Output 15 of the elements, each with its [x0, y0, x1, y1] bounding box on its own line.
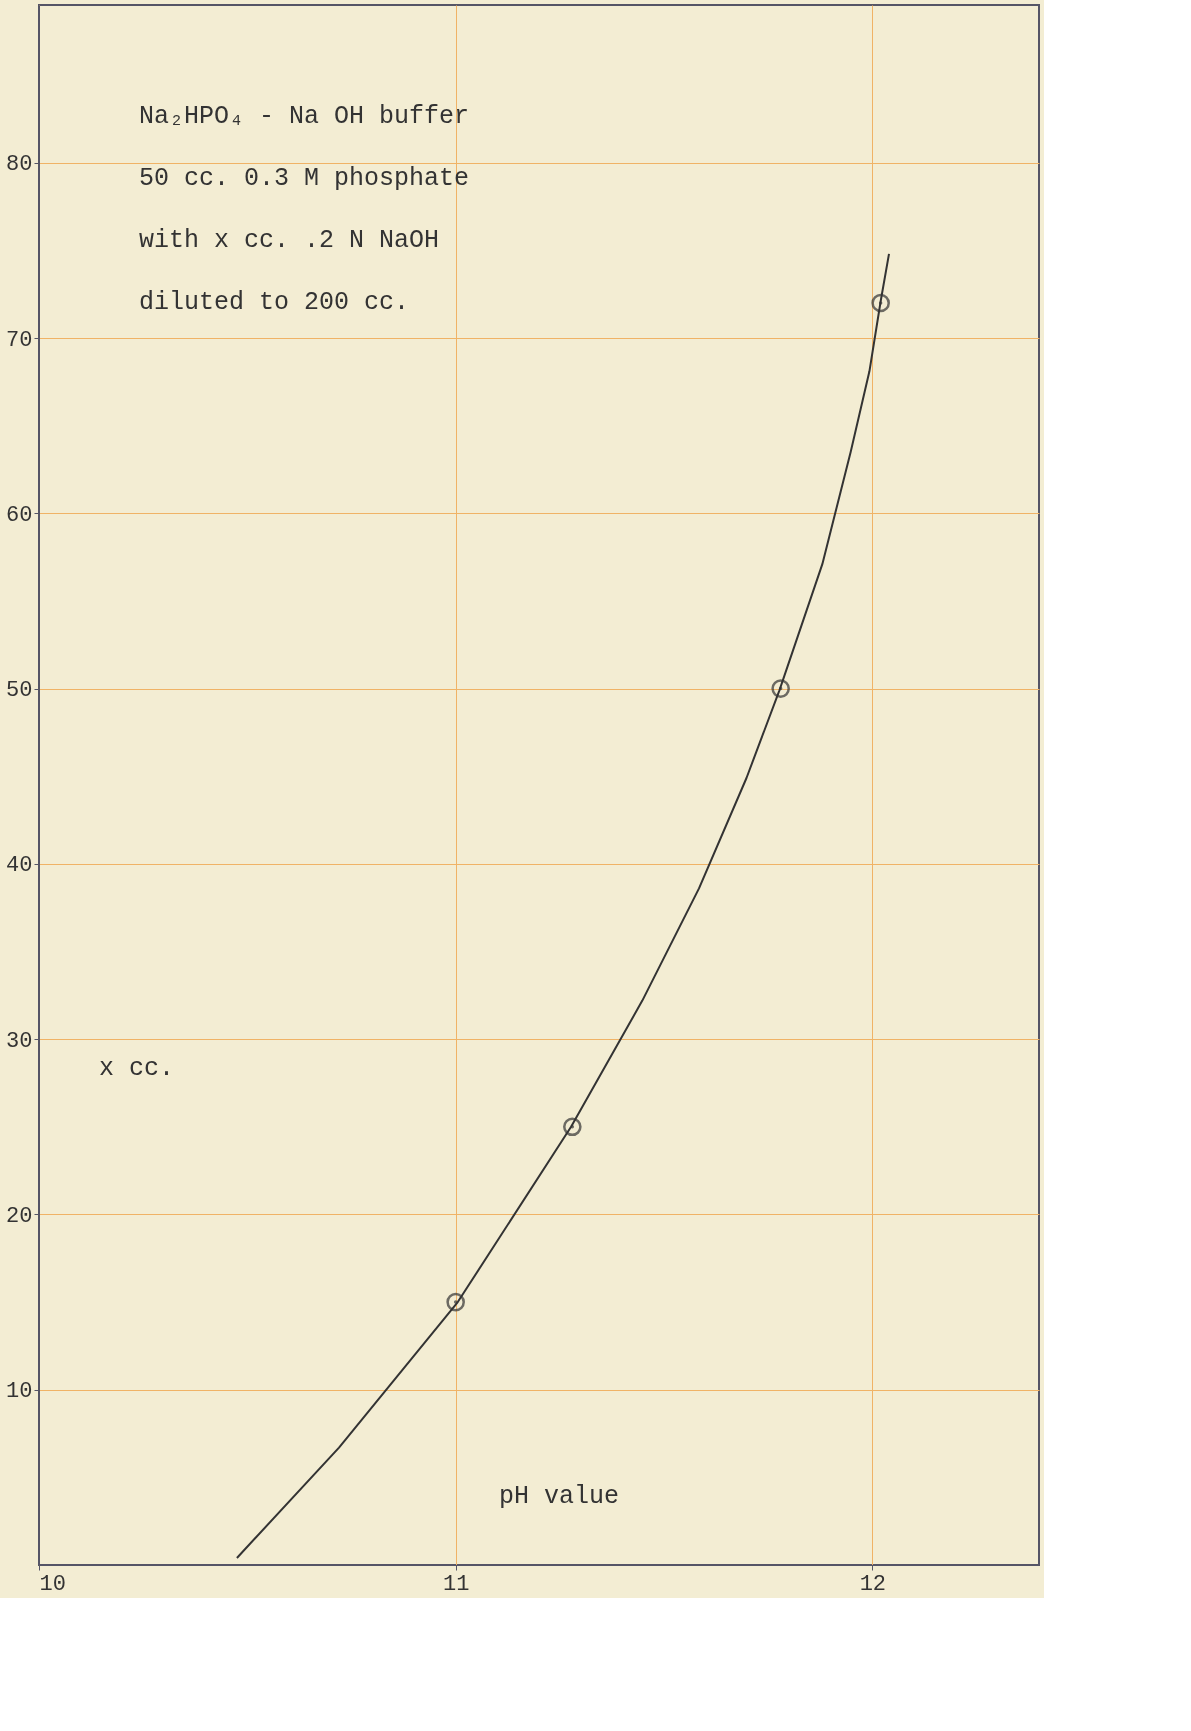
x-tick-label: 11 — [442, 1571, 470, 1597]
y-tick-label: 20 — [6, 1203, 33, 1229]
annotation: diluted to 200 cc. — [139, 288, 410, 317]
x-axis-title: pH value — [499, 1482, 620, 1511]
annotation: with x cc. .2 N NaOH — [139, 226, 440, 255]
y-tick-label: 10 — [6, 1379, 33, 1405]
x-tick-label: 12 — [859, 1571, 887, 1597]
y-tick-label: 50 — [6, 678, 33, 704]
y-tick-label: 60 — [6, 502, 33, 528]
y-axis-title: x cc. — [99, 1054, 175, 1083]
y-tick-label: 40 — [6, 853, 33, 879]
y-tick-label: 80 — [6, 152, 33, 178]
y-tick-label: 70 — [6, 327, 33, 353]
x-tick-label: 10 — [39, 1571, 66, 1597]
y-tick-label: 30 — [6, 1028, 33, 1054]
